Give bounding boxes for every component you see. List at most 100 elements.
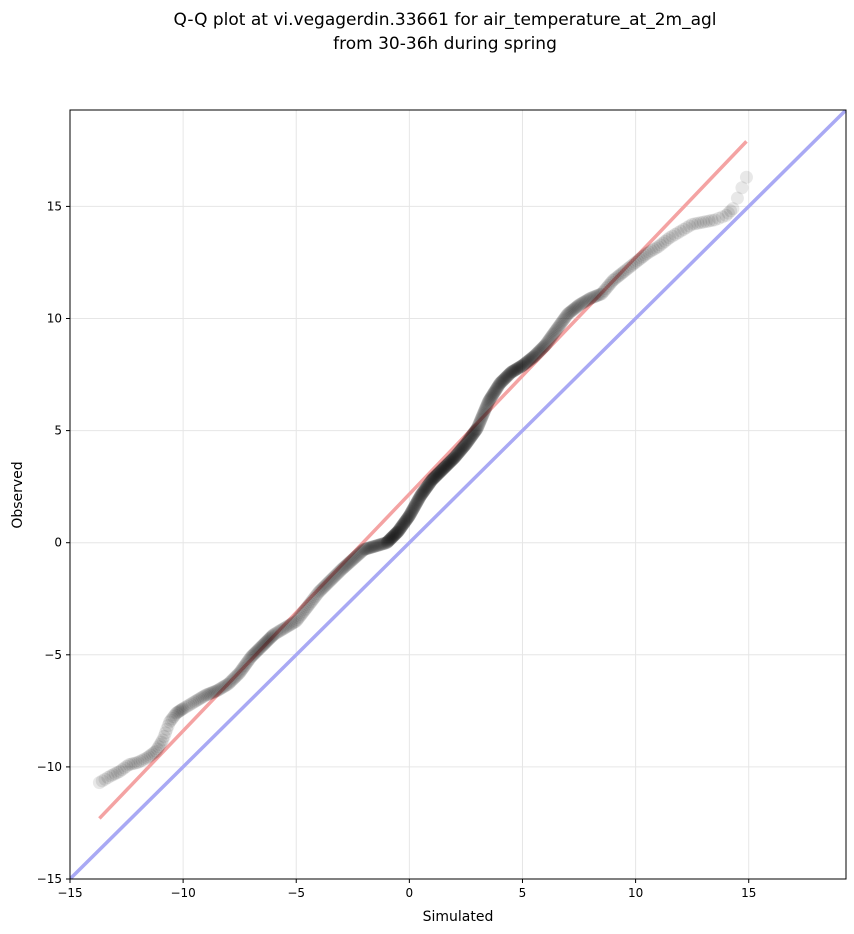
qq-point bbox=[170, 705, 184, 719]
qq-point bbox=[500, 369, 514, 383]
qq-point bbox=[439, 459, 453, 473]
qq-point bbox=[366, 540, 380, 554]
qq-point bbox=[334, 563, 348, 577]
qq-point bbox=[372, 538, 386, 552]
qq-point bbox=[449, 449, 463, 463]
qq-point bbox=[486, 388, 500, 402]
qq-point bbox=[431, 467, 445, 481]
qq-point bbox=[443, 455, 457, 469]
qq-point bbox=[471, 419, 485, 433]
qq-point bbox=[243, 651, 257, 665]
qq-point bbox=[516, 358, 530, 372]
qq-point bbox=[465, 428, 479, 442]
qq-point bbox=[472, 418, 486, 432]
plot-frame bbox=[69, 109, 847, 880]
qq-point bbox=[401, 511, 415, 525]
qq-point bbox=[421, 479, 435, 493]
qq-point bbox=[521, 354, 535, 368]
qq-point bbox=[461, 433, 475, 447]
qq-point bbox=[404, 506, 418, 520]
qq-point bbox=[476, 409, 490, 423]
qq-point bbox=[665, 229, 679, 243]
qq-point bbox=[342, 556, 356, 570]
qq-point bbox=[387, 529, 401, 543]
qq-point bbox=[562, 306, 576, 320]
y-tick-label: −5 bbox=[44, 648, 62, 662]
qq-point bbox=[424, 475, 438, 489]
qq-point bbox=[434, 464, 448, 478]
qq-point bbox=[229, 669, 243, 683]
qq-point bbox=[419, 482, 433, 496]
qq-point bbox=[530, 346, 544, 360]
qq-point bbox=[682, 219, 696, 233]
qq-point bbox=[435, 463, 449, 477]
qq-point bbox=[153, 737, 167, 751]
qq-point bbox=[469, 423, 483, 437]
qq-point bbox=[298, 603, 312, 617]
qq-point bbox=[255, 639, 269, 653]
qq-point bbox=[113, 764, 127, 778]
qq-point bbox=[588, 290, 602, 304]
qq-point bbox=[450, 448, 464, 462]
qq-point bbox=[515, 359, 529, 373]
qq-point bbox=[407, 500, 421, 514]
qq-point bbox=[630, 254, 644, 268]
qq-point bbox=[147, 746, 161, 760]
qq-point bbox=[568, 301, 582, 315]
qq-point bbox=[520, 355, 534, 369]
qq-point bbox=[260, 635, 274, 649]
qq-point bbox=[385, 531, 399, 545]
qq-point bbox=[503, 367, 517, 381]
qq-point bbox=[680, 221, 694, 235]
qq-point bbox=[157, 729, 171, 743]
quantile-points bbox=[92, 170, 753, 790]
qq-point bbox=[261, 633, 275, 647]
qq-point bbox=[265, 629, 279, 643]
qq-point bbox=[458, 438, 472, 452]
qq-point bbox=[214, 681, 228, 695]
qq-point bbox=[617, 264, 631, 278]
qq-point bbox=[433, 465, 447, 479]
qq-point bbox=[126, 757, 140, 771]
qq-point bbox=[644, 244, 658, 258]
qq-point bbox=[348, 551, 362, 565]
qq-point bbox=[237, 660, 251, 674]
qq-point bbox=[346, 553, 360, 567]
qq-point bbox=[554, 316, 568, 330]
qq-point bbox=[138, 752, 152, 766]
qq-point bbox=[152, 740, 166, 754]
qq-point bbox=[381, 534, 395, 548]
qq-point bbox=[196, 690, 210, 704]
qq-point bbox=[422, 477, 436, 491]
qq-point bbox=[432, 466, 446, 480]
qq-point bbox=[475, 411, 489, 425]
qq-point bbox=[400, 513, 414, 527]
qq-point bbox=[583, 291, 597, 305]
qq-point bbox=[434, 464, 448, 478]
qq-point bbox=[415, 487, 429, 501]
qq-point bbox=[473, 415, 487, 429]
qq-point bbox=[420, 479, 434, 493]
x-tick-label: 5 bbox=[519, 886, 527, 900]
qq-point bbox=[515, 359, 529, 373]
x-axis-ticks: −15 −10 −5 0 5 10 15 bbox=[57, 879, 756, 900]
qq-point bbox=[92, 776, 106, 790]
qq-point bbox=[277, 621, 291, 635]
qq-point bbox=[235, 663, 249, 677]
qq-point bbox=[724, 204, 738, 218]
qq-point bbox=[414, 488, 428, 502]
qq-point bbox=[395, 519, 409, 533]
qq-point bbox=[206, 685, 220, 699]
qq-point bbox=[481, 396, 495, 410]
qq-point bbox=[412, 491, 426, 505]
qq-point bbox=[178, 700, 192, 714]
qq-point bbox=[375, 537, 389, 551]
qq-point bbox=[415, 487, 429, 501]
qq-point bbox=[440, 458, 454, 472]
qq-point bbox=[441, 457, 455, 471]
qq-point bbox=[570, 300, 584, 314]
qq-point bbox=[544, 330, 558, 344]
qq-point bbox=[381, 535, 395, 549]
